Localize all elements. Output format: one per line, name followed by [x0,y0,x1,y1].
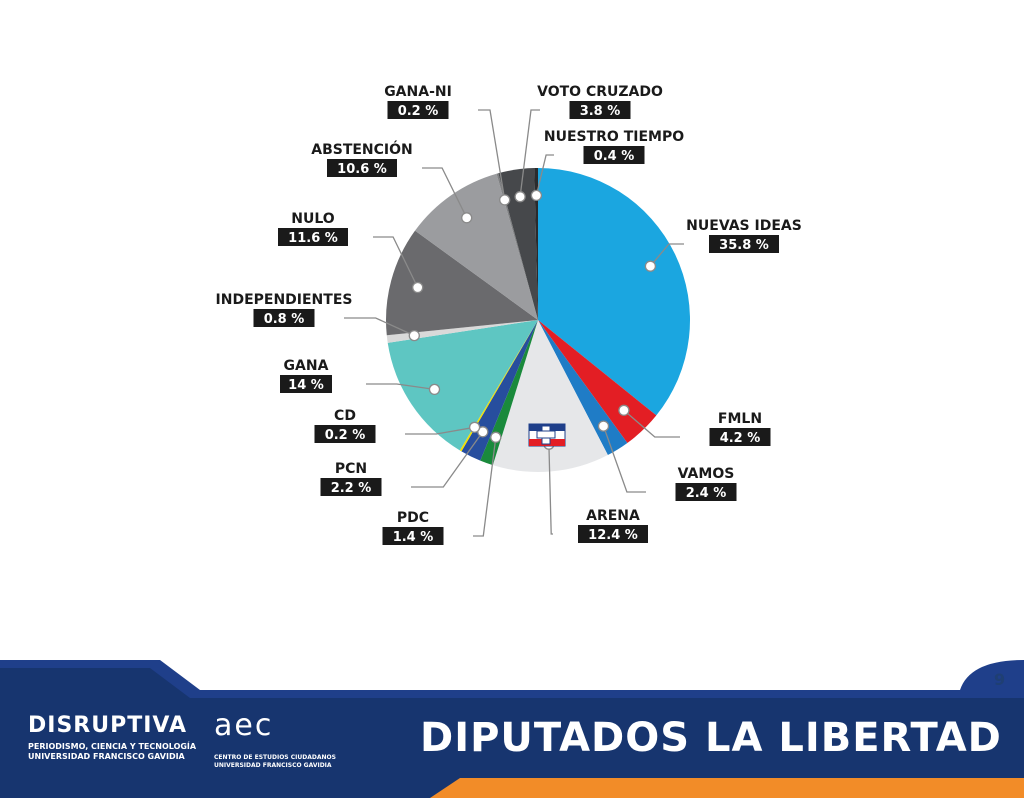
leader-line [548,444,553,535]
pie-slice-nuestro-tiempo [534,168,538,320]
value-box [675,483,737,501]
slice-value-label: 0.2 % [398,104,439,119]
slice-value-label: 0.2 % [325,428,366,443]
leader-dot [408,329,420,342]
leader-line [366,383,435,391]
leader-line [344,317,415,337]
slice-value-label: 2.4 % [686,486,727,501]
leader-line [478,109,506,201]
leader-line [422,167,468,219]
pie-chart: NUEVAS IDEAS 35.8 % FMLN 4.2 % VAMOS 2.4 % ARE… [216,84,802,545]
brand-logo: DISRUPTIVA [28,713,187,738]
slice-value-label: 10.6 % [337,162,387,177]
leader-line [519,109,540,197]
slice-label: GANA-NI [384,84,452,100]
slice-value-label: 35.8 % [719,238,769,253]
aec-logo: aec [214,708,274,743]
aec-university: UNIVERSIDAD FRANCISCO GAVIDIA [214,762,332,769]
leader-line [405,426,475,435]
slice-label: FMLN [718,411,762,427]
value-box [253,309,315,327]
arena-logo-icon [528,423,566,447]
leader-dot [468,421,481,433]
page-title: DIPUTADOS LA LIBERTAD [420,715,1002,761]
slice-value-label: 14 % [288,378,324,393]
leader-line [649,243,684,267]
pie-slice-nuevas-ideas [538,168,691,416]
value-box [578,525,648,543]
leader-line [411,431,484,488]
slice-value-label: 2.2 % [331,481,372,496]
leader-dot [618,404,630,416]
leader-dot [461,212,473,224]
pie-slice-nulo [386,230,538,336]
leader-line [535,154,554,196]
slice-label: NULO [291,211,335,227]
leader-line [373,236,419,288]
brand-tagline: PERIODISMO, CIENCIA Y TECNOLOGÍA [28,742,197,751]
pie-slice-independientes [386,320,538,343]
pie-slice-abstenci-n [415,173,538,320]
leader-dot [412,281,424,294]
slice-label: NUEVAS IDEAS [686,218,802,234]
leader-dot [644,260,657,272]
value-box [387,101,449,119]
leader-dot [530,189,543,202]
value-box [327,159,397,177]
value-box [382,527,444,545]
slice-value-label: 4.2 % [720,431,761,446]
brand-university: UNIVERSIDAD FRANCISCO GAVIDIA [28,752,185,761]
slice-value-label: 1.4 % [393,530,434,545]
pie-slice-pdc [480,320,538,466]
slice-label: VOTO CRUZADO [537,84,663,100]
pie-labels: NUEVAS IDEAS 35.8 % FMLN 4.2 % VAMOS 2.4 % ARE… [216,84,802,545]
pie-slice-arena [492,320,608,473]
slice-value-label: 0.8 % [264,312,305,327]
value-box [314,425,376,443]
aec-org-name: CENTRO DE ESTUDIOS CIUDADANOS [214,754,336,761]
leader-line [473,437,497,537]
slice-label: ABSTENCIÓN [311,140,413,158]
slice-label: INDEPENDIENTES [216,292,353,308]
slice-label: CD [334,408,356,424]
page-number: 9 [994,670,1006,689]
value-box [320,478,382,496]
slice-value-label: 11.6 % [288,231,338,246]
pie-slice-gana [387,320,538,451]
leader-dot [428,383,441,396]
slice-value-label: 12.4 % [588,528,638,543]
slice-value-label: 0.4 % [594,149,635,164]
pie-slice-gana-ni [496,173,538,320]
leader-dot [597,420,610,432]
footer-banner [0,640,1024,798]
slice-label: GANA [284,358,329,374]
value-box [709,235,779,253]
pie-slice-pcn [461,320,538,461]
slice-label: ARENA [586,508,640,524]
leader-line [623,409,680,438]
slice-label: NUESTRO TIEMPO [544,129,684,145]
value-box [583,146,645,164]
slice-label: PDC [397,510,429,526]
slice-label: PCN [335,461,367,477]
leader-dot [499,194,511,206]
leader-dot [514,191,526,203]
slice-label: VAMOS [678,466,735,482]
pie-slice-cd [459,320,538,452]
value-box [709,428,771,446]
leader-dot [490,431,502,443]
value-box [280,375,332,393]
value-box [569,101,631,119]
slice-value-label: 3.8 % [580,104,621,119]
leader-line [602,425,646,493]
pie-slice-voto-cruzado [498,168,538,320]
value-box [278,228,348,246]
